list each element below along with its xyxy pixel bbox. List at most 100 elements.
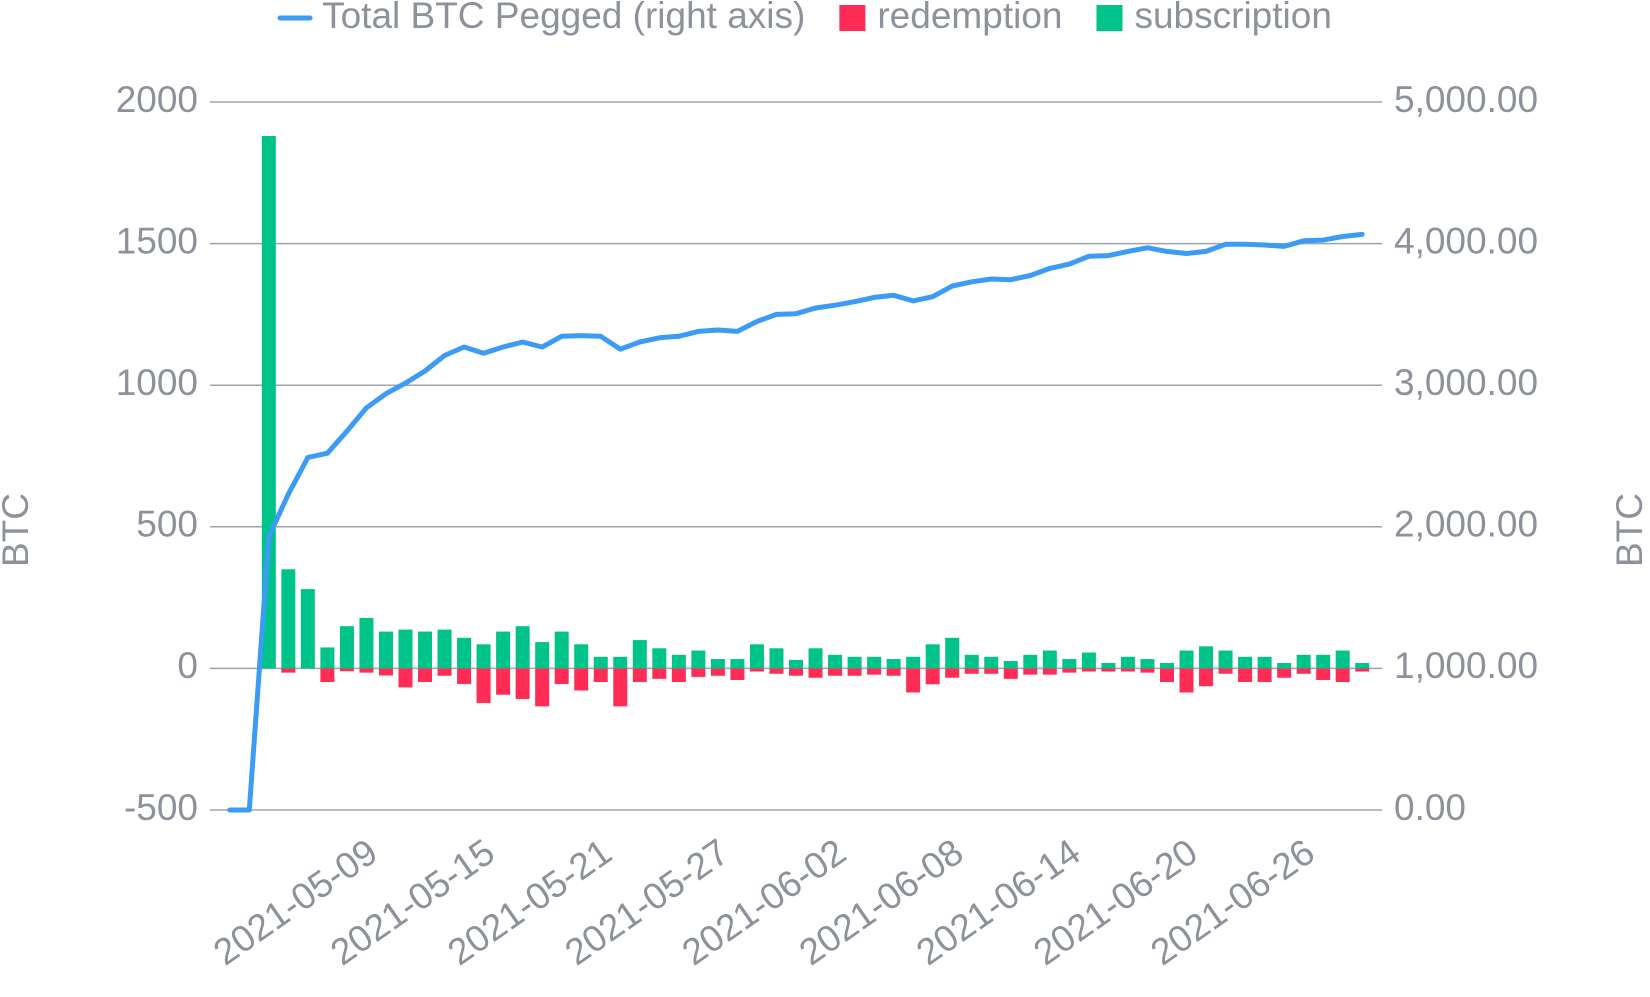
bar — [437, 629, 452, 669]
bar — [359, 617, 374, 669]
y2-tick-label: 2,000.00 — [1394, 504, 1538, 545]
bar — [1335, 650, 1350, 669]
bar — [398, 629, 413, 669]
y2-axis-title: BTC — [1609, 493, 1650, 567]
bar — [789, 659, 803, 669]
bar — [476, 668, 491, 703]
bar — [749, 668, 764, 672]
legend-label: Total BTC Pegged (right axis) — [322, 0, 805, 36]
legend-label: subscription — [1134, 0, 1331, 36]
bar — [1218, 650, 1233, 669]
bar — [945, 668, 960, 678]
bar — [1081, 668, 1096, 672]
bar — [1179, 668, 1194, 693]
bar — [867, 668, 882, 675]
bar — [476, 644, 491, 669]
bar — [671, 668, 686, 682]
bar — [1081, 652, 1096, 669]
bar — [457, 668, 472, 684]
bar — [320, 668, 335, 682]
y-tick-label: -500 — [124, 787, 198, 828]
bar — [1159, 663, 1174, 669]
bar — [1257, 656, 1272, 669]
y-tick-label: 1000 — [116, 362, 198, 403]
bar — [1277, 668, 1292, 678]
bar — [984, 668, 999, 674]
bar — [457, 637, 472, 669]
bar — [593, 668, 608, 682]
bar — [535, 668, 550, 707]
bar — [847, 656, 862, 669]
bar — [671, 654, 686, 669]
bar — [1023, 654, 1038, 669]
bar — [437, 668, 452, 676]
bar — [769, 648, 784, 669]
bar — [867, 656, 882, 669]
bar — [1120, 668, 1135, 672]
bar — [808, 648, 823, 669]
bar — [925, 668, 940, 685]
bar — [593, 656, 608, 669]
bar — [964, 654, 979, 669]
bar — [808, 668, 823, 678]
line — [227, 231, 1365, 813]
y2-tick-label: 0.00 — [1394, 787, 1466, 828]
bar — [1140, 659, 1155, 669]
bar — [1199, 646, 1214, 669]
bar — [1179, 650, 1194, 669]
bar — [1023, 668, 1038, 675]
bar — [730, 659, 745, 669]
bar — [378, 631, 393, 669]
bar — [1335, 668, 1350, 682]
bar — [749, 644, 764, 669]
bar — [1042, 650, 1057, 669]
bar — [281, 668, 296, 673]
bar — [632, 668, 647, 682]
bar — [300, 589, 315, 669]
y-tick-label: 500 — [136, 504, 198, 545]
bar — [613, 656, 628, 669]
bar — [1140, 668, 1155, 673]
bar — [418, 631, 433, 669]
bar — [632, 640, 647, 669]
bar — [847, 668, 862, 676]
bar — [1238, 656, 1253, 669]
bar — [554, 668, 569, 684]
bar — [339, 668, 354, 672]
bar — [886, 659, 901, 669]
bar — [320, 647, 335, 669]
bar — [1355, 668, 1370, 672]
bar — [886, 668, 901, 676]
bar — [496, 631, 511, 669]
bar — [1296, 668, 1311, 674]
bar — [769, 668, 784, 674]
bar — [515, 668, 530, 699]
bar — [1316, 668, 1331, 681]
legend-label: redemption — [877, 0, 1062, 36]
bar — [1101, 663, 1116, 669]
y-tick-label: 0 — [177, 645, 198, 686]
bar — [574, 668, 589, 691]
bar — [1316, 654, 1331, 669]
y-tick-label: 1500 — [116, 220, 198, 261]
bar — [945, 637, 960, 669]
bar — [710, 659, 725, 669]
bar — [359, 668, 374, 673]
bar — [906, 656, 921, 669]
bar — [574, 644, 589, 669]
bar — [1159, 668, 1174, 682]
y2-tick-label: 1,000.00 — [1394, 645, 1538, 686]
bar — [1101, 668, 1116, 672]
bar — [1120, 656, 1135, 669]
bar — [261, 135, 276, 669]
bar — [710, 668, 725, 676]
bar — [1218, 668, 1233, 674]
bar — [281, 569, 296, 669]
bar — [535, 642, 550, 669]
y-tick-label: 2000 — [116, 79, 198, 120]
bar — [730, 668, 745, 681]
y-axis-title: BTC — [0, 493, 36, 567]
bar — [925, 644, 940, 669]
bar — [964, 668, 979, 674]
